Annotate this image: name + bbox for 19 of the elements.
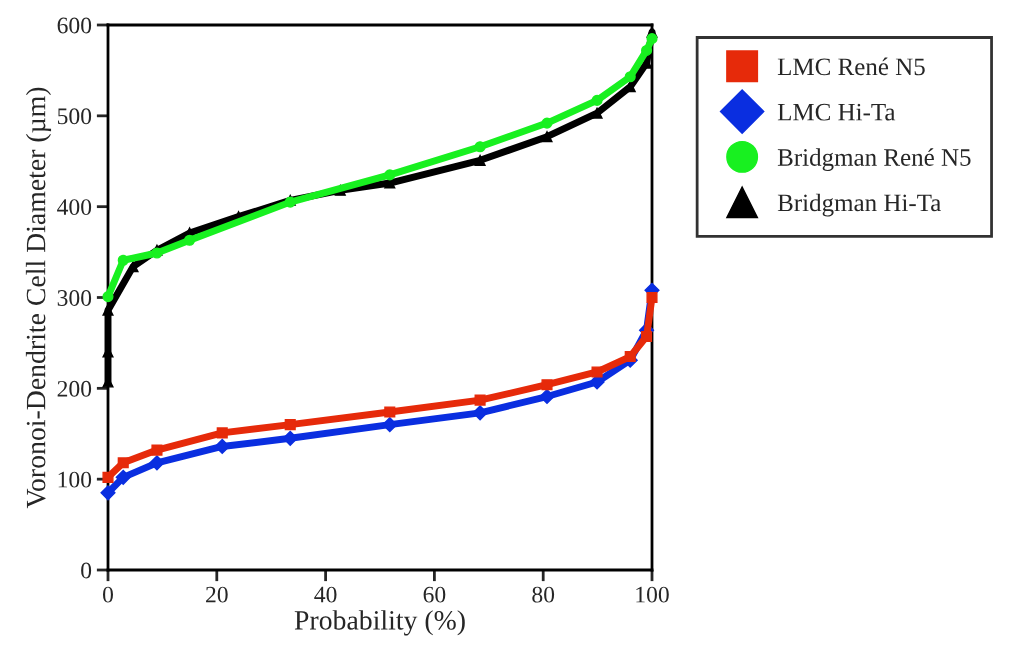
legend-label: Bridgman Hi-Ta (777, 193, 941, 217)
y-tick-label: 100 (58, 471, 92, 488)
y-tick-label: 600 (57, 17, 92, 34)
y-tick-label: 400 (57, 199, 92, 216)
x-tick-label: 40 (314, 586, 337, 603)
x-tick-label: 60 (423, 586, 446, 603)
y-tick-label: 300 (57, 289, 92, 306)
y-tick-label: 200 (57, 380, 92, 397)
legend-label: LMC René N5 (777, 57, 925, 76)
x-axis-title: Probability (%) (294, 610, 465, 636)
legend-label: LMC Hi-Ta (777, 103, 896, 121)
x-tick-label: 100 (636, 586, 669, 603)
legend-label: Bridgman René N5 (777, 148, 971, 172)
x-tick-label: 0 (103, 586, 113, 603)
x-tick-label: 80 (532, 586, 555, 603)
x-tick-label: 20 (206, 586, 228, 603)
y-tick-label: 500 (57, 108, 92, 125)
y-axis-title: Voronoi-Dendrite Cell Diameter (µm) (25, 87, 52, 509)
y-tick-label: 0 (81, 562, 92, 579)
